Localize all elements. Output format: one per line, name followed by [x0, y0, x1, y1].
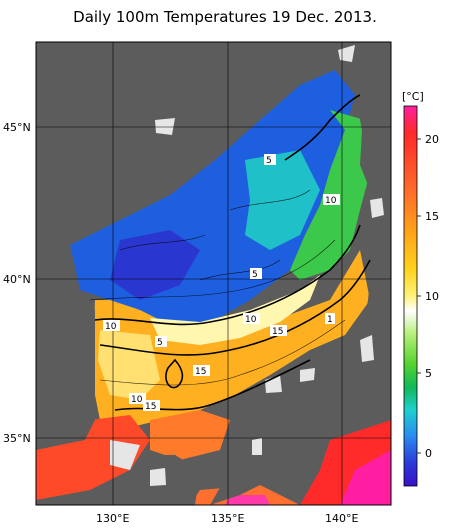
colorbar-unit: [°C]	[402, 90, 424, 103]
contour-label: 10	[105, 322, 117, 332]
lat-label-40: 40°N	[3, 273, 31, 286]
coastline-highlights	[110, 45, 384, 486]
map-area: 5 10 5 10 5 10 15 1 15 10 15	[36, 42, 391, 505]
contour-label: 5	[157, 338, 163, 348]
pacific-pink	[340, 450, 391, 505]
land-korea	[36, 42, 391, 450]
sea-orange-south	[150, 410, 230, 460]
colorbar-tick: 5	[425, 367, 432, 380]
colorbar-bar	[403, 105, 418, 487]
contour-label: 10	[245, 315, 257, 325]
lat-label-35: 35°N	[3, 432, 31, 445]
contour-label: 15	[195, 367, 206, 377]
contour-thin-lines	[89, 189, 346, 386]
map-border	[35, 41, 392, 506]
lon-label-140: 140°E	[325, 512, 358, 525]
colorbar-tick: 10	[425, 290, 439, 303]
sea-cyan-band	[245, 150, 320, 250]
contour-label-group: 5 10 5 10 5 10 15 1 15 10 15	[103, 154, 340, 412]
land-kyushu	[140, 455, 200, 505]
lon-label-130: 130°E	[96, 512, 129, 525]
land-hokkaido	[355, 70, 391, 195]
contour-label: 15	[145, 402, 156, 412]
contour-label: 5	[252, 270, 258, 280]
contour-lines	[94, 94, 371, 411]
lon-label-135: 135°E	[211, 512, 244, 525]
contour-label: 10	[325, 196, 337, 206]
contour-label: 5	[266, 156, 272, 166]
colorbar-tick: 15	[425, 210, 439, 223]
lat-label-45: 45°N	[3, 121, 31, 134]
colorbar: [°C] 20 15 10 5 0	[402, 90, 439, 487]
map-title: Daily 100m Temperatures 19 Dec. 2013.	[73, 8, 377, 26]
graticule	[36, 42, 391, 505]
sea-front-white	[150, 275, 320, 345]
colorbar-tick: 0	[425, 447, 432, 460]
colorbar-tick: 20	[425, 133, 439, 146]
contour-label: 1	[327, 315, 333, 325]
sea-deep-core	[110, 230, 200, 300]
pacific-south-pink	[225, 495, 270, 505]
contour-label: 10	[131, 395, 143, 405]
contour-label: 15	[272, 327, 283, 337]
